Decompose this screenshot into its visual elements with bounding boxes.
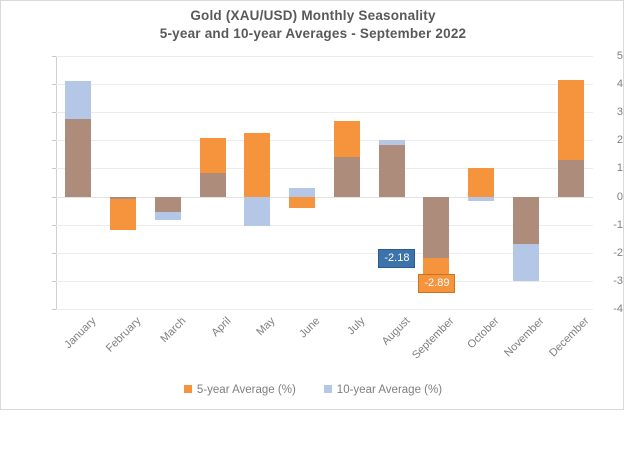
bar-overlap-august xyxy=(379,144,405,197)
gridline-3 xyxy=(56,112,593,114)
gridline-5 xyxy=(56,56,593,57)
y-tick-label: 2 xyxy=(616,134,623,147)
y-tick-mark xyxy=(52,280,56,282)
y-tick-label: 5 xyxy=(616,50,623,62)
y-tick-label: 1 xyxy=(616,162,623,175)
gridline--2 xyxy=(56,252,593,254)
legend-swatch-icon xyxy=(183,385,192,393)
bar-overlap-april xyxy=(200,172,226,197)
bar-overlap-september xyxy=(423,196,449,258)
bar-overlap-december xyxy=(558,160,584,197)
chart-legend: 5-year Average (%) 10-year Average (%) xyxy=(1,384,624,396)
gridline-1 xyxy=(56,168,593,170)
gridline--1 xyxy=(56,224,593,226)
y-tick-mark xyxy=(52,140,56,142)
gridline-4 xyxy=(56,84,593,86)
bar-5yr-october xyxy=(468,168,494,197)
y-tick-label: -3 xyxy=(613,274,623,287)
y-tick-mark xyxy=(52,112,56,114)
y-tick-label: 0 xyxy=(616,190,623,203)
y-tick-mark xyxy=(52,84,56,86)
y-tick-mark xyxy=(52,168,56,170)
gridline-2 xyxy=(56,140,593,142)
y-tick-mark xyxy=(52,196,56,198)
gridline--3 xyxy=(56,280,593,282)
legend-swatch-icon xyxy=(323,385,332,393)
september-5yr-label: -2.89 xyxy=(418,273,456,293)
bar-overlap-february xyxy=(110,196,136,200)
y-tick-mark xyxy=(52,252,56,254)
chart-title: Gold (XAU/USD) Monthly Seasonality 5-yea… xyxy=(1,7,624,43)
y-tick-label: -2 xyxy=(613,246,623,259)
y-tick-label: 3 xyxy=(616,106,623,119)
bar-10yr-june xyxy=(289,188,315,197)
legend-label: 5-year Average (%) xyxy=(196,384,296,396)
chart-title-line2: 5-year and 10-year Averages - September … xyxy=(159,26,467,41)
y-tick-label: -1 xyxy=(613,218,623,231)
y-tick-label: -4 xyxy=(613,303,623,315)
bar-5yr-february xyxy=(110,196,136,231)
gridline--4 xyxy=(56,309,593,310)
bar-overlap-july xyxy=(334,157,360,197)
gridline-0 xyxy=(56,196,593,198)
y-axis-line xyxy=(56,56,57,310)
bar-overlap-march xyxy=(155,196,181,212)
y-tick-label: 4 xyxy=(616,78,623,91)
bar-overlap-january xyxy=(65,119,91,197)
bar-10yr-may xyxy=(244,196,270,227)
bar-10yr-october xyxy=(468,196,494,201)
y-tick-mark xyxy=(52,309,56,310)
y-tick-mark xyxy=(52,224,56,226)
september-10yr-label: -2.18 xyxy=(378,248,416,268)
chart-container: Gold (XAU/USD) Monthly Seasonality 5-yea… xyxy=(0,0,624,410)
chart-title-line1: Gold (XAU/USD) Monthly Seasonality xyxy=(190,8,436,23)
legend-item-5yr[interactable]: 5-year Average (%) xyxy=(183,384,296,396)
legend-item-10yr[interactable]: 10-year Average (%) xyxy=(323,384,443,396)
plot-area xyxy=(56,56,593,310)
legend-label: 10-year Average (%) xyxy=(336,384,443,396)
bar-5yr-june xyxy=(289,196,315,208)
y-tick-mark xyxy=(52,56,56,57)
bar-5yr-may xyxy=(244,133,270,197)
bar-overlap-november xyxy=(513,196,539,245)
